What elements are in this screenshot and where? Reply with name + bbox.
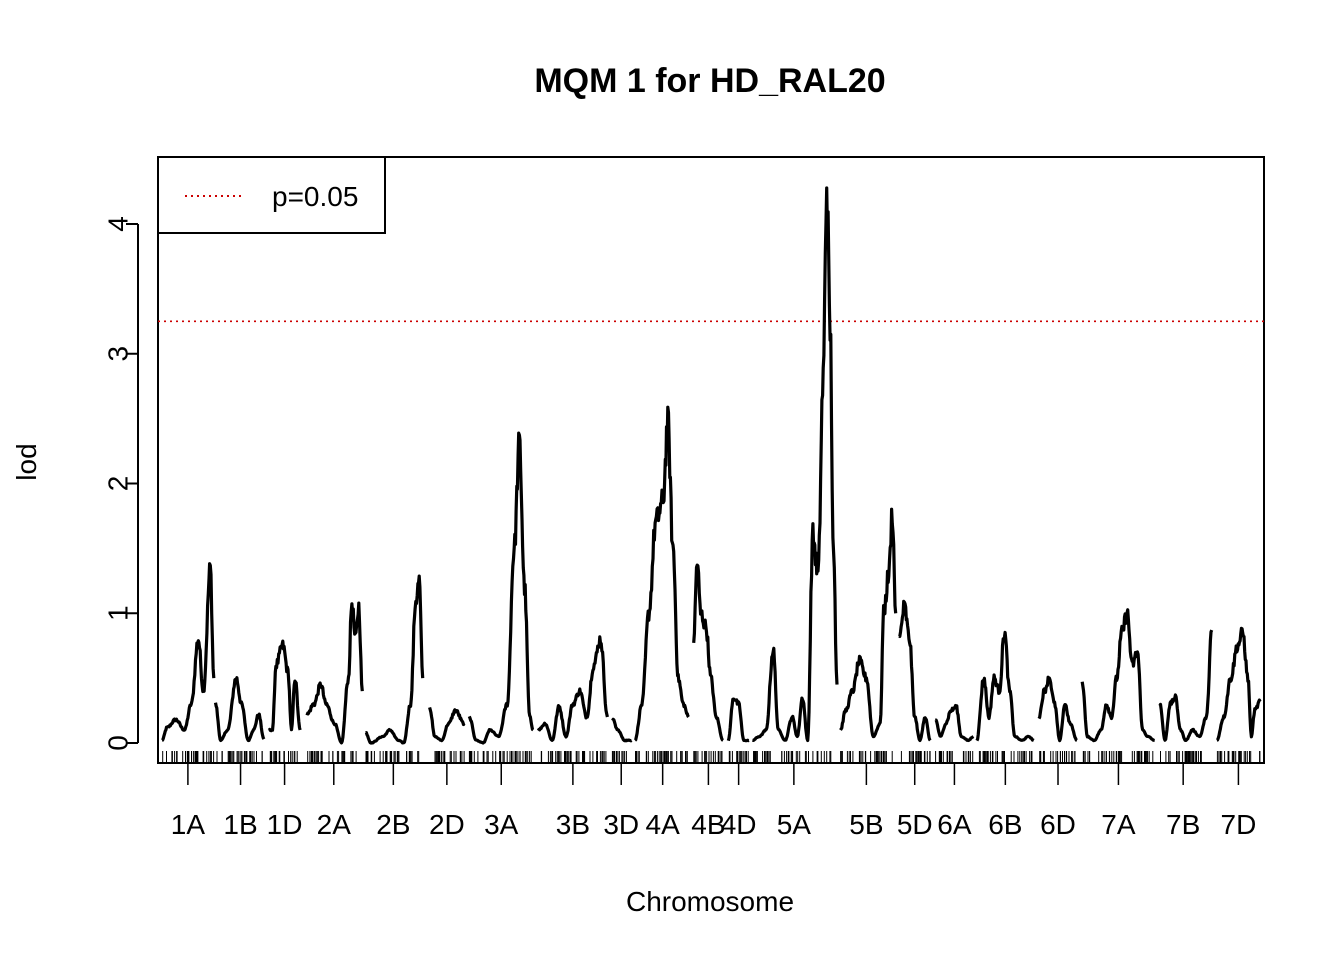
y-tick-label: 1 — [103, 605, 134, 621]
x-tick-label-2D: 2D — [429, 809, 465, 840]
lod-lines — [161, 186, 1262, 745]
x-tick-label-1A: 1A — [171, 809, 206, 840]
x-tick-label-3D: 3D — [603, 809, 639, 840]
legend-box — [157, 156, 386, 234]
x-tick-label-4A: 4A — [646, 809, 681, 840]
x-tick-label-5A: 5A — [777, 809, 812, 840]
y-tick-label: 3 — [103, 346, 134, 362]
lod-line-1B — [213, 676, 266, 743]
x-axis-label: Chromosome — [626, 886, 794, 917]
x-tick-label-2A: 2A — [317, 809, 352, 840]
lod-line-4B — [692, 563, 724, 742]
lod-line-2D — [428, 706, 466, 743]
y-axis: 0 1 2 3 4 — [103, 216, 139, 751]
lod-line-4D — [726, 697, 750, 743]
x-tick-label-4D: 4D — [721, 809, 757, 840]
x-tick-label-6A: 6A — [937, 809, 972, 840]
y-tick-label: 0 — [103, 735, 134, 751]
x-tick-label-6B: 6B — [988, 809, 1022, 840]
lod-line-5D — [898, 599, 932, 743]
lod-line-6D — [1037, 675, 1078, 743]
x-tick-label-7D: 7D — [1221, 809, 1257, 840]
x-tick-label-1D: 1D — [267, 809, 303, 840]
x-tick-label-7B: 7B — [1166, 809, 1200, 840]
x-tick-label-4B: 4B — [691, 809, 725, 840]
lod-line-7A — [1080, 608, 1156, 743]
lod-line-6B — [975, 630, 1035, 742]
lod-line-2A — [305, 601, 364, 745]
x-tick-label-3A: 3A — [484, 809, 519, 840]
x-tick-label-3B: 3B — [556, 809, 590, 840]
lod-line-1D — [267, 639, 302, 733]
legend: p=0.05 — [157, 156, 386, 234]
x-tick-label-7A: 7A — [1101, 809, 1136, 840]
y-tick-label: 2 — [103, 476, 134, 492]
lod-line-5A — [751, 186, 839, 743]
lod-line-5B — [839, 507, 898, 739]
y-axis-label: lod — [11, 443, 42, 480]
legend-threshold-label: p=0.05 — [272, 181, 358, 212]
lod-line-1A — [161, 562, 216, 742]
chart-title: MQM 1 for HD_RAL20 — [534, 62, 885, 100]
lod-line-2B — [364, 574, 425, 745]
lod-line-4A — [633, 405, 690, 742]
x-tick-label-2B: 2B — [376, 809, 410, 840]
x-tick-label-5B: 5B — [849, 809, 883, 840]
x-tick-label-6D: 6D — [1040, 809, 1076, 840]
lod-line-3A — [467, 431, 535, 745]
y-tick-label: 4 — [103, 216, 134, 232]
lod-line-7D — [1215, 626, 1262, 742]
x-tick-label-1B: 1B — [223, 809, 257, 840]
lod-line-6A — [934, 703, 975, 743]
lod-line-3D — [611, 717, 633, 743]
x-tick-label-5D: 5D — [897, 809, 933, 840]
marker-rug — [162, 751, 1261, 763]
lod-line-3B — [536, 635, 609, 742]
lod-line-7B — [1158, 629, 1214, 742]
